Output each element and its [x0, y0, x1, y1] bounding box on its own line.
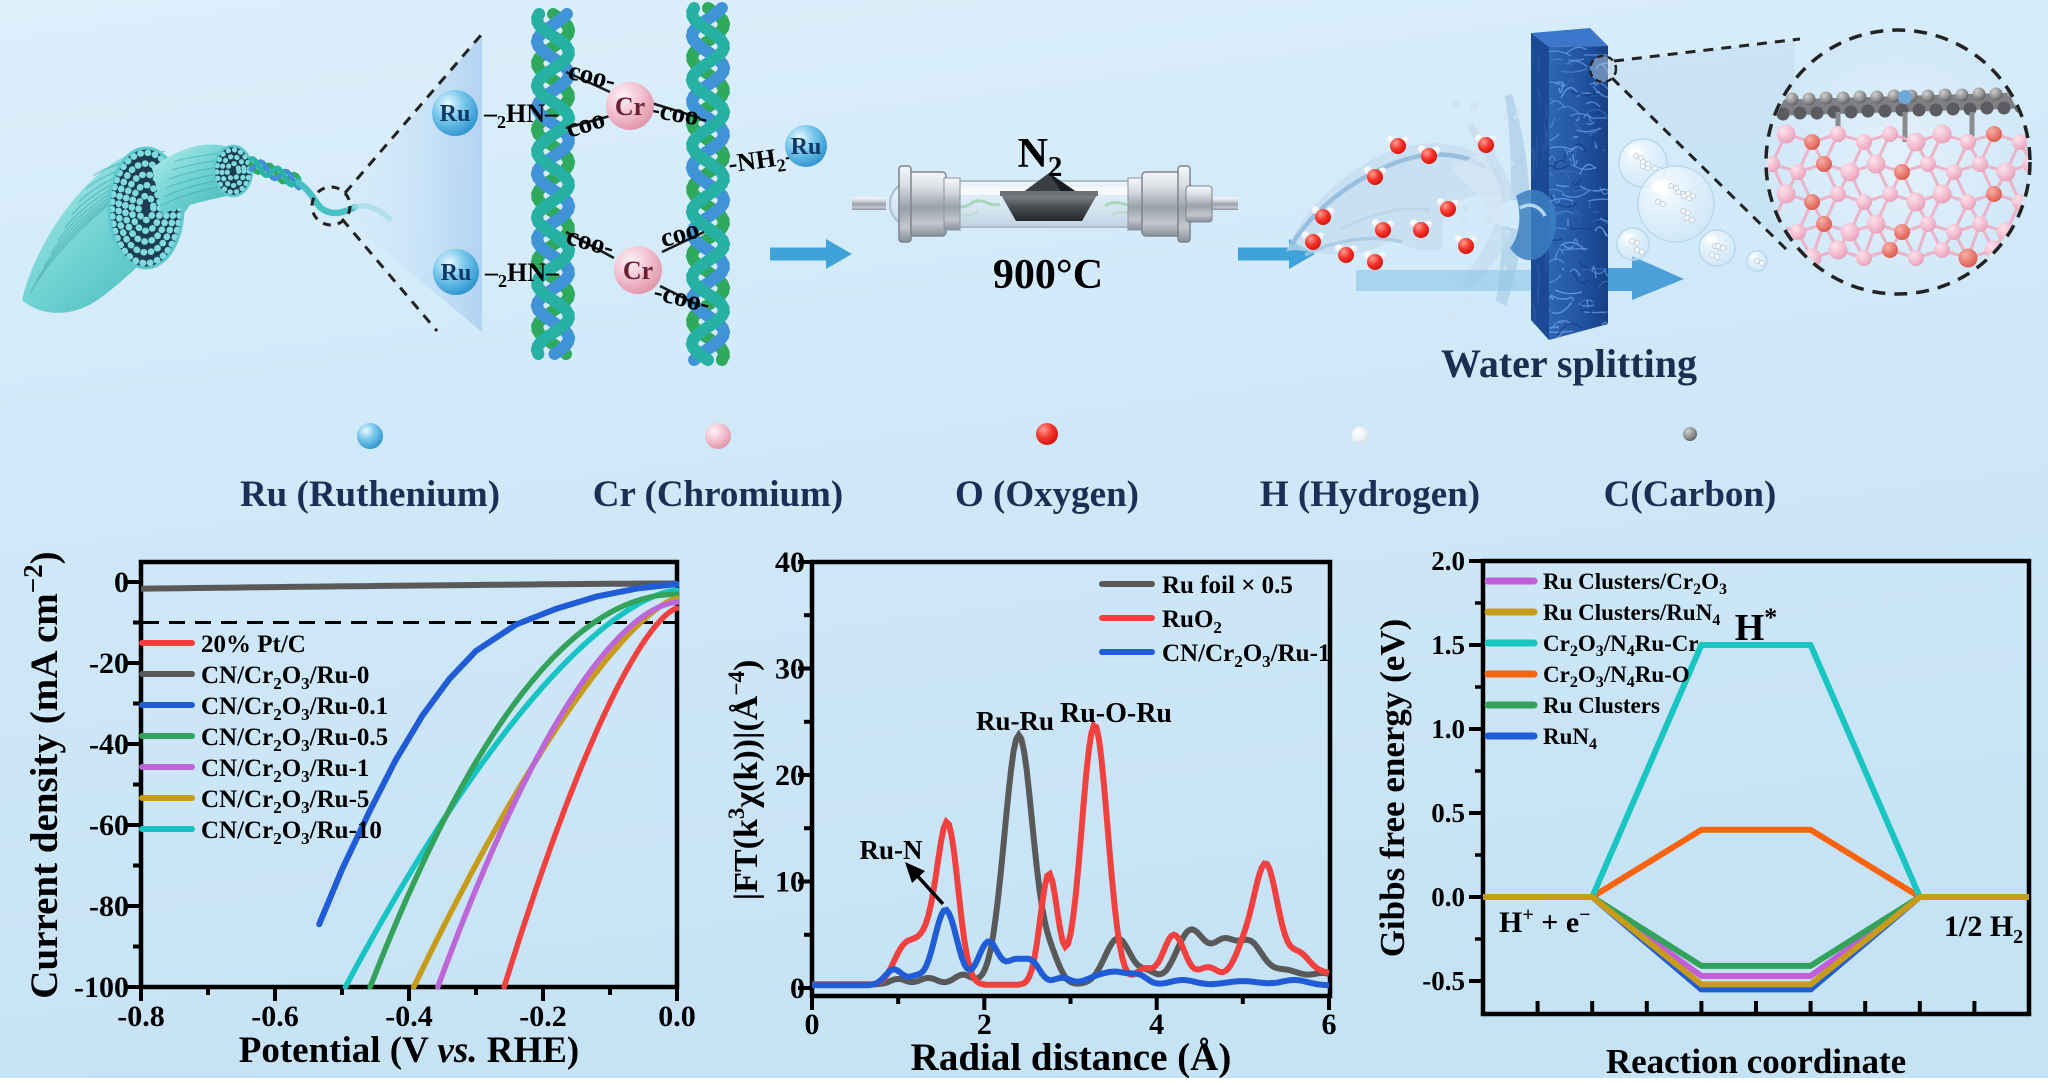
svg-text:-20: -20 — [89, 647, 129, 680]
svg-text:-80: -80 — [89, 890, 129, 923]
svg-text:Cr2​O3​/N4​Ru-O: Cr2​O3​/N4​Ru-O — [1543, 662, 1690, 691]
svg-text:Current density (mA cm−2​): Current density (mA cm−2​) — [18, 551, 66, 998]
svg-text:Ru: Ru — [791, 134, 822, 160]
svg-text:RuN4​: RuN4​ — [1543, 724, 1597, 753]
svg-text:0: 0 — [805, 1008, 820, 1041]
svg-text:Ru-O-Ru: Ru-O-Ru — [1060, 698, 1172, 729]
svg-text:Ru Clusters/RuN4​: Ru Clusters/RuN4​ — [1543, 600, 1720, 629]
svg-text:Radial distance (Å): Radial distance (Å) — [911, 1036, 1232, 1078]
svg-text:-0.5: -0.5 — [1422, 966, 1465, 996]
svg-text:-100: -100 — [74, 971, 129, 1004]
svg-text:Ru: Ru — [441, 260, 472, 286]
svg-text:H (Hydrogen): H (Hydrogen) — [1260, 474, 1480, 515]
svg-text:30: 30 — [775, 653, 805, 686]
svg-text:–2​HN–: –2​HN– — [484, 258, 560, 291]
svg-text:0: 0 — [790, 972, 805, 1005]
svg-text:N2​: N2​ — [1018, 131, 1063, 183]
svg-text:6: 6 — [1322, 1008, 1337, 1041]
svg-text:C(Carbon): C(Carbon) — [1604, 474, 1777, 515]
svg-text:CN/Cr2​O3​/Ru-0: CN/Cr2​O3​/Ru-0 — [201, 662, 369, 693]
svg-text:Ru foil × 0.5: Ru foil × 0.5 — [1162, 572, 1293, 599]
svg-text:0.0: 0.0 — [658, 1000, 696, 1033]
svg-text:0: 0 — [114, 566, 129, 599]
svg-text:CN/Cr2​O3​/Ru-5: CN/Cr2​O3​/Ru-5 — [201, 786, 369, 817]
svg-text:Cr: Cr — [615, 92, 645, 121]
svg-text:H*​: H*​ — [1735, 603, 1778, 649]
svg-text:-0.6: -0.6 — [251, 1000, 299, 1033]
svg-text:Cr: Cr — [623, 256, 653, 285]
svg-text:Ru Clusters/Cr2​O3​: Ru Clusters/Cr2​O3​ — [1543, 569, 1727, 598]
svg-text:CN/Cr2​O3​/Ru-1: CN/Cr2​O3​/Ru-1 — [201, 755, 369, 786]
svg-text:0.5: 0.5 — [1431, 798, 1465, 828]
svg-text:-0.4: -0.4 — [385, 1000, 433, 1033]
svg-text:O (Oxygen): O (Oxygen) — [955, 474, 1139, 515]
svg-text:-40: -40 — [89, 728, 129, 761]
svg-text:Ru: Ru — [440, 101, 471, 127]
svg-text:-60: -60 — [89, 809, 129, 842]
svg-text:2: 2 — [977, 1008, 992, 1041]
svg-text:|FT(k3​χ(k))|(Å−4​): |FT(k3​χ(k))|(Å−4​) — [724, 660, 765, 901]
svg-text:1/2 H2​: 1/2 H2​ — [1944, 910, 2023, 948]
svg-text:900°C: 900°C — [993, 252, 1103, 298]
svg-text:Cr2​O3​/N4​Ru-Cr: Cr2​O3​/N4​Ru-Cr — [1543, 631, 1699, 660]
svg-text:4: 4 — [1149, 1008, 1164, 1041]
svg-text:Reaction coordinate: Reaction coordinate — [1606, 1042, 1906, 1078]
svg-text:H+​ + e−​: H+​ + e−​ — [1499, 904, 1591, 939]
svg-text:Ru Clusters: Ru Clusters — [1543, 693, 1660, 718]
svg-text:2.0: 2.0 — [1431, 546, 1465, 576]
svg-text:Potential (V vs. RHE): Potential (V vs. RHE) — [239, 1030, 580, 1071]
svg-text:-0.8: -0.8 — [117, 1000, 165, 1033]
svg-text:Ru-N: Ru-N — [859, 835, 923, 865]
svg-text:CN/Cr2​O3​/Ru-10: CN/Cr2​O3​/Ru-10 — [201, 817, 382, 848]
svg-text:40: 40 — [775, 546, 805, 579]
svg-text:CN/Cr2​O3​/Ru-0.5: CN/Cr2​O3​/Ru-0.5 — [201, 724, 388, 755]
svg-text:CN/Cr2​O3​/Ru-1: CN/Cr2​O3​/Ru-1 — [1162, 640, 1330, 671]
svg-text:1.5: 1.5 — [1431, 630, 1465, 660]
svg-text:Water splitting: Water splitting — [1441, 341, 1697, 386]
svg-text:Ru (Ruthenium): Ru (Ruthenium) — [240, 474, 500, 515]
svg-text:CN/Cr2​O3​/Ru-0.1: CN/Cr2​O3​/Ru-0.1 — [201, 693, 388, 724]
svg-text:Ru-Ru: Ru-Ru — [976, 706, 1054, 736]
svg-text:-0.2: -0.2 — [519, 1000, 567, 1033]
svg-text:20% Pt/C: 20% Pt/C — [201, 631, 306, 658]
svg-text:10: 10 — [775, 866, 805, 899]
svg-text:RuO2​: RuO2​ — [1162, 606, 1222, 637]
svg-text:20: 20 — [775, 759, 805, 792]
svg-text:Cr (Chromium): Cr (Chromium) — [593, 474, 843, 515]
svg-text:Gibbs free energy (eV): Gibbs free energy (eV) — [1373, 619, 1412, 958]
svg-text:0.0: 0.0 — [1431, 882, 1465, 912]
svg-text:1.0: 1.0 — [1431, 714, 1465, 744]
svg-text:–2​HN–: –2​HN– — [483, 99, 559, 132]
